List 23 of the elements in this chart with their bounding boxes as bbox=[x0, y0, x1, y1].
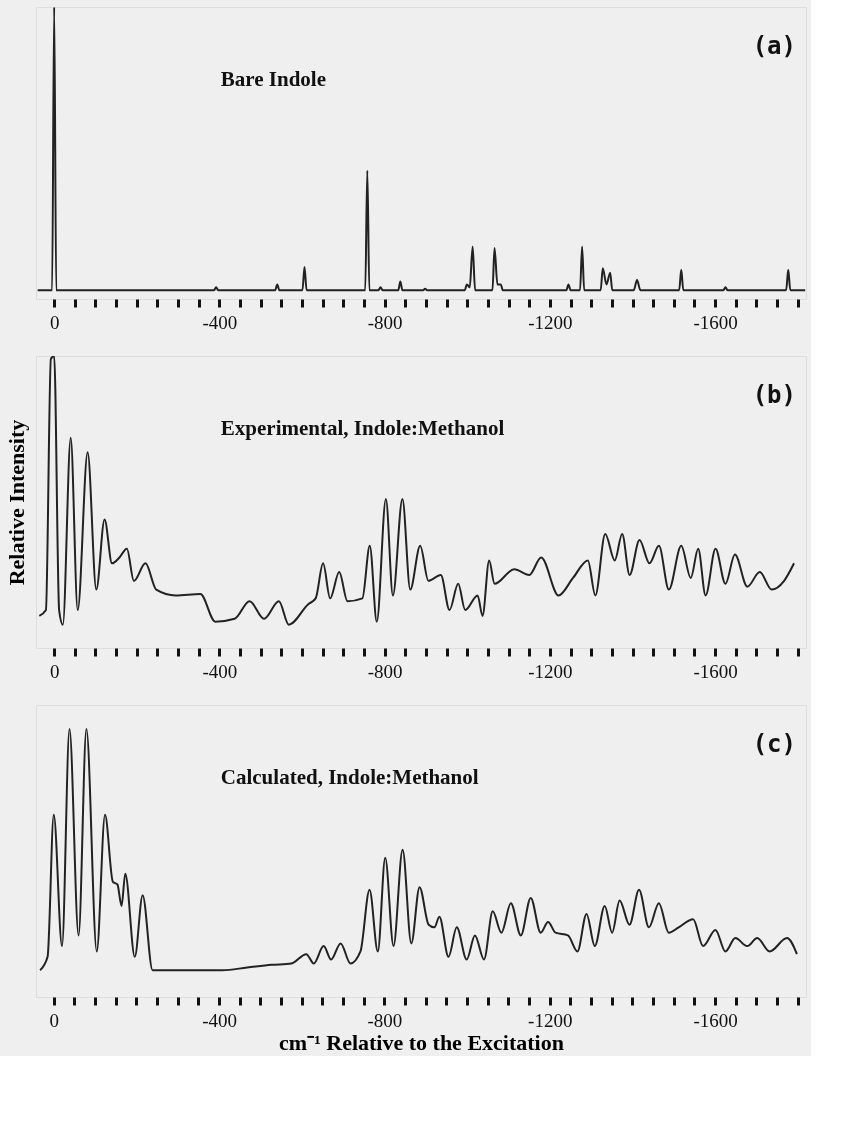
x-tick-label: 0 bbox=[49, 1009, 60, 1031]
annotation: Calculated, Indole:Methanol bbox=[220, 765, 479, 789]
annotation: (b) bbox=[752, 381, 796, 409]
x-tick-label: -400 bbox=[202, 311, 238, 333]
annotation: (c) bbox=[752, 730, 796, 758]
annotation: Bare Indole bbox=[220, 67, 327, 91]
x-tick-label: -1600 bbox=[693, 311, 738, 333]
x-tick-label: 0 bbox=[49, 660, 60, 682]
x-tick-label: -400 bbox=[202, 1009, 238, 1031]
x-tick-label: -800 bbox=[367, 311, 403, 333]
x-tick-label: -1200 bbox=[528, 660, 573, 682]
x-tick-label: -1600 bbox=[693, 1009, 738, 1031]
annotation: Experimental, Indole:Methanol bbox=[220, 416, 505, 440]
x-tick-label: -800 bbox=[367, 660, 403, 682]
x-tick-label: -800 bbox=[367, 1009, 403, 1031]
annotation: (a) bbox=[752, 32, 796, 60]
x-tick-label: -1200 bbox=[528, 311, 573, 333]
x-axis-title: cm⁻¹ Relative to the Excitation bbox=[279, 1029, 564, 1055]
x-tick-label: -1600 bbox=[693, 660, 738, 682]
x-tick-label: -1200 bbox=[528, 1009, 573, 1031]
x-tick-label: -400 bbox=[202, 660, 238, 682]
x-tick-label: 0 bbox=[49, 311, 60, 333]
y-axis-title: Relative Intensity bbox=[3, 419, 29, 586]
